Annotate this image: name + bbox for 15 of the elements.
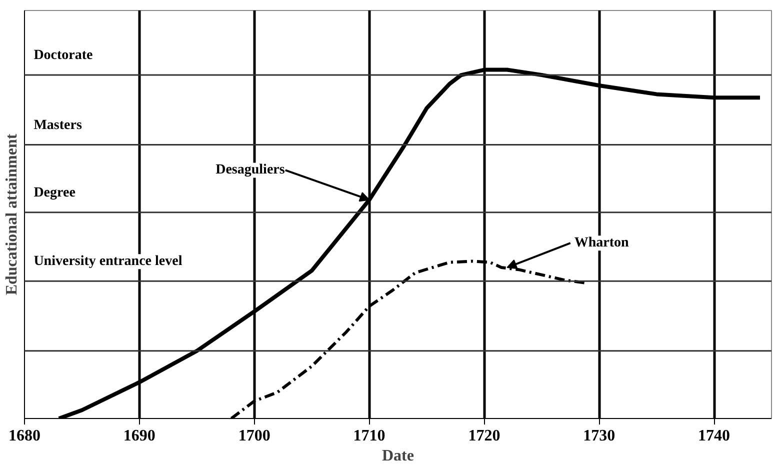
annotation: Desaguliers bbox=[216, 162, 286, 178]
x-tick-label: 1680 bbox=[8, 428, 40, 444]
x-tick-label: 1730 bbox=[583, 428, 616, 444]
ref-line-label: Masters bbox=[34, 118, 82, 133]
ref-line-label: Degree bbox=[34, 185, 76, 200]
y-axis-title: Educational attainment bbox=[4, 133, 20, 296]
x-axis-title: Date bbox=[382, 448, 414, 464]
x-tick-label: 1740 bbox=[698, 428, 730, 444]
x-tick-label: 1700 bbox=[238, 428, 270, 444]
x-tick-label: 1710 bbox=[353, 428, 386, 444]
ref-line-label: University entrance level bbox=[34, 254, 182, 270]
annotation: Wharton bbox=[574, 236, 630, 251]
ref-line-label: Doctorate bbox=[34, 48, 93, 64]
x-tick-label: 1690 bbox=[123, 428, 156, 444]
x-tick-label: 1720 bbox=[468, 428, 500, 444]
